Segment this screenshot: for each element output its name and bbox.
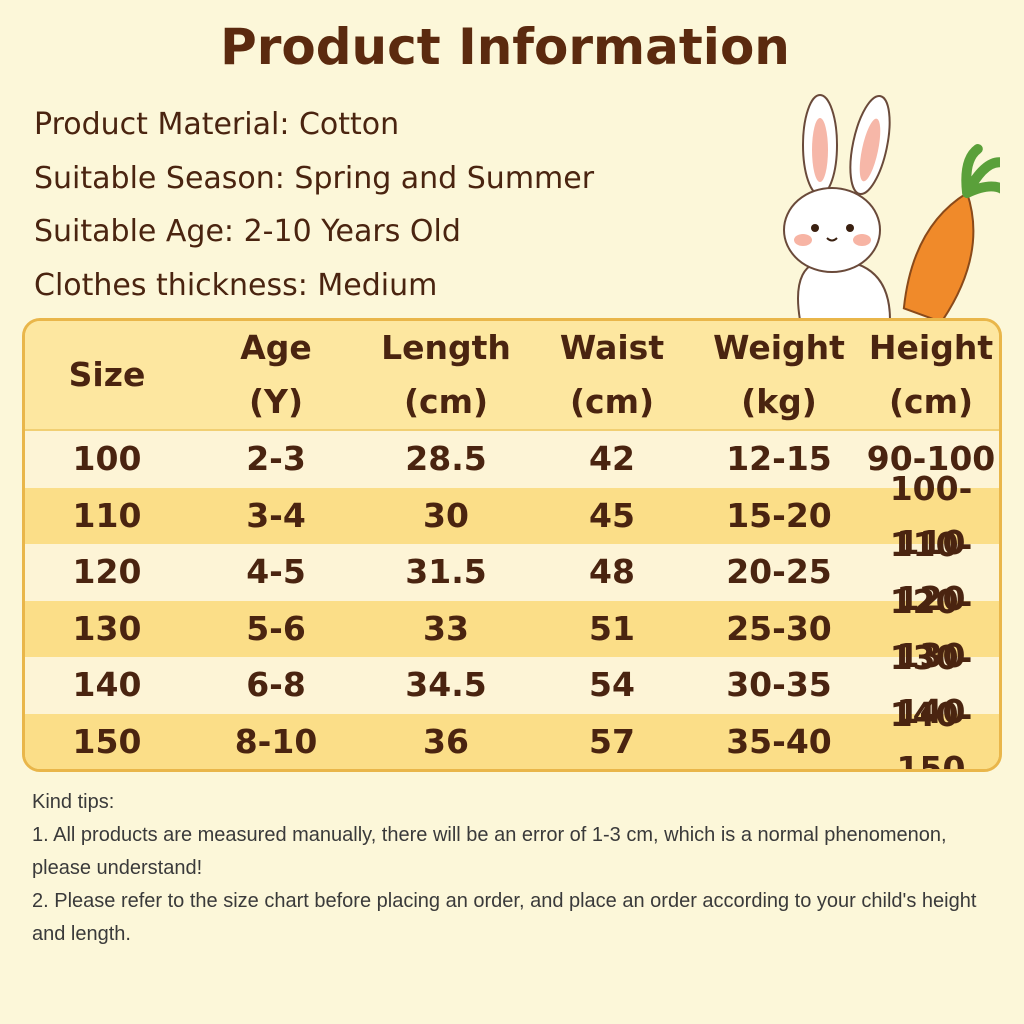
tips: Kind tips: 1. All products are measured … [32,786,982,951]
table-cell: 51 [589,608,635,648]
table-cell: 150 [72,721,142,761]
table-cell: 100 [72,439,142,479]
table-cell: 120-130 [889,581,973,675]
info: Product Material: Cotton Suitable Season:… [34,104,594,318]
title: Product Information [220,18,790,76]
table-cell: 90-100 [866,439,996,479]
info-line: Suitable Age: 2-10 Years Old [34,214,461,249]
table-row: 150 8-10 36 57 35-40 140-150 [25,695,999,769]
table-cell: 2-3 [246,439,306,479]
table-cell: 110-120 [889,525,973,619]
table-cell: 35-40 [726,721,832,761]
table-cell: 6-8 [246,665,306,705]
header-row: Size Age (Y) Length (cm) Waist (cm) Weight (kg) H… [25,321,999,431]
table-row: 130 5-6 33 51 25-30 120-130 [25,582,999,675]
tip-item: 1. All products are measured manually, t… [32,824,947,879]
table-cell: 42 [589,439,635,479]
table-cell: 57 [589,721,635,761]
table-cell: 5-6 [246,608,306,648]
header-cell: Weight (kg) [695,321,863,429]
size-table: Size Age (Y) Length (cm) Waist (cm) Weight (kg) H… [22,318,1002,772]
table-row: 120 4-5 31.5 48 20-25 110-120 [25,525,999,618]
table-cell: 33 [423,608,469,648]
header-line: Age [240,328,312,367]
table-cell: 12-15 [726,439,832,479]
table-cell: 34.5 [405,665,487,705]
table-cell: 45 [589,495,635,535]
table-cell: 28.5 [405,439,487,479]
table-cell: 3-4 [246,495,306,535]
table-cell: 100-110 [889,468,973,562]
header-line: Length [381,328,511,367]
info-line: Product Material: Cotton [34,107,400,142]
table-row: 110 3-4 30 45 15-20 100-110 [25,469,999,562]
table-cell: 15-20 [726,495,832,535]
table-cell: 20-25 [726,552,832,592]
header-line: (cm) [888,382,974,421]
table-cell: 25-30 [726,608,832,648]
table-cell: 31.5 [405,552,487,592]
table-cell: 30-35 [726,665,832,705]
table-cell: 130 [72,608,142,648]
header-line: (kg) [741,382,817,421]
header-line: (cm) [569,382,655,421]
tip-item: 2. Please refer to the size chart before… [32,890,977,945]
table-cell: 54 [589,665,635,705]
table-cell: 140 [72,665,142,705]
table-cell: 36 [423,721,469,761]
table-cell: 130-140 [889,638,973,732]
header-cell: Age (Y) [189,321,363,429]
header-line: (Y) [248,382,304,421]
table-cell: 120 [72,552,142,592]
table-cell: 140-150 [889,694,973,772]
header-line: (cm) [403,382,489,421]
header-line: Height [868,328,994,367]
table-row: 100 2-3 28.5 42 12-15 90-100 [25,431,999,488]
header-cell: Height (cm) [863,321,999,429]
header-line: Waist [559,328,665,367]
info-line: Clothes thickness: Medium [34,267,438,303]
header-line: Size [68,355,146,394]
table-cell: 4-5 [246,552,306,592]
table-cell: 110 [72,495,142,535]
info-line: Suitable Season: Spring and Summer [34,160,595,196]
table-cell: 48 [589,552,635,592]
header-line: Weight [713,328,845,367]
header-cell: Waist (cm) [529,321,695,429]
table-cell: 8-10 [234,721,318,761]
header-cell: Length (cm) [363,321,529,429]
bunny-illustration [783,94,1000,320]
table-row: 140 6-8 34.5 54 30-35 130-140 [25,638,999,731]
tips-title: Kind tips: [32,791,115,813]
header-cell: Size [25,348,189,402]
table-cell: 30 [423,495,469,535]
